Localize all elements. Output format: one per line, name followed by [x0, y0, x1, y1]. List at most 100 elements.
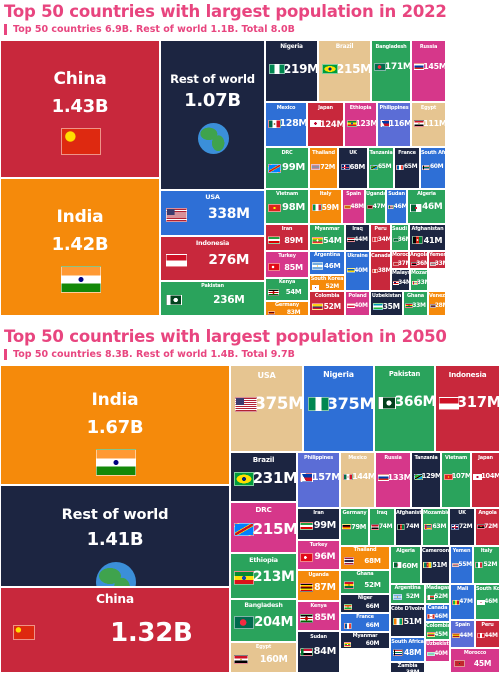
tile-name: Saudi Arabia — [392, 225, 408, 232]
tile-value: 338M — [207, 205, 250, 222]
tile-value: 54M — [285, 288, 302, 297]
tile-thailand: Thailand 72M — [309, 147, 338, 189]
tile-value: 63M — [432, 522, 447, 530]
tile-name: Yemen — [429, 252, 446, 259]
tile-value: 33M — [416, 279, 427, 286]
flag-russia-icon — [377, 473, 389, 481]
tile-name: China — [96, 592, 134, 607]
tile-uzbekistan: Uzbekistan 35M — [370, 291, 403, 316]
tile-name: Bangladesh — [375, 43, 407, 50]
tile-ghana: Ghana 33M — [403, 291, 428, 316]
tile-name: Colombia — [426, 623, 450, 630]
flag-mozambique-icon — [424, 524, 433, 530]
tile-spain: Spain 44M — [450, 620, 475, 648]
tile-value: 72M — [458, 522, 473, 530]
flag-niger-icon — [343, 604, 353, 610]
tile-value: 54M — [322, 235, 342, 245]
tile-value: 123M — [355, 118, 377, 128]
tile-tanzania: Tanzania 65M — [368, 147, 394, 189]
tile-name: Brazil — [252, 455, 275, 464]
tile-name: Mexico — [276, 104, 296, 111]
tile-france: France 65M — [394, 147, 420, 189]
tile-sudan: Sudan 84M — [297, 631, 340, 673]
tile-value: 366M — [394, 393, 435, 410]
tile-tanzania: Tanzania 129M — [411, 452, 441, 508]
panel-title-2022: Top 50 countries with largest population… — [4, 2, 447, 21]
flag-pakistan-icon — [166, 294, 182, 306]
tile-value: 1.32B — [110, 617, 193, 648]
flag-ukraine-icon — [347, 268, 355, 274]
tile-name: Cameroon — [422, 548, 449, 555]
tile-value: 89M — [284, 235, 303, 245]
tile-value: 52M — [483, 560, 498, 568]
tile-ukraine: Ukraine 40M — [345, 251, 370, 291]
tile-saudi-arabia: Saudi Arabia 36M — [391, 224, 409, 251]
flag-venezuela-icon — [430, 303, 436, 308]
tile-value: 47M — [459, 598, 473, 606]
flag-mexico-icon — [342, 473, 354, 481]
tile-value: 111M — [423, 118, 446, 128]
tile-name: Japan — [478, 455, 493, 462]
tile-brazil: Brazil 231M — [230, 452, 297, 502]
tile-name: Colombia — [314, 292, 340, 299]
flag-bangladesh-icon — [234, 615, 254, 629]
panel-subtitle-2022: Top 50 countries 6.9B. Rest of world 1.1… — [4, 24, 295, 35]
tile-value: 47M — [372, 203, 386, 211]
tile-ghana: Ghana 52M — [340, 570, 390, 594]
tile-name: South Africa — [391, 638, 424, 645]
tile-name: Pakistan — [201, 283, 224, 290]
tile-value: 99M — [282, 162, 306, 174]
tile-name: UK — [349, 149, 357, 156]
flag-indonesia-icon — [166, 253, 187, 268]
tile-name: Canada — [427, 605, 448, 612]
flag-indonesia-icon — [439, 396, 459, 410]
tile-iraq: Iraq 74M — [369, 508, 395, 546]
tile-value: 85M — [314, 612, 336, 623]
tile-value: 1.07B — [184, 90, 241, 112]
flag-mozambique-icon — [412, 281, 418, 285]
flag-malaysia-icon — [393, 281, 399, 285]
flag-southkorea-icon — [311, 284, 319, 290]
tile-philippines: Philippines 157M — [297, 452, 340, 508]
flag-usa-icon — [234, 397, 257, 412]
tile-france: France 66M — [340, 613, 390, 632]
flag-thailand-icon — [311, 164, 321, 171]
tile-name: Algeria — [396, 548, 415, 555]
tile-name: Mozambique — [411, 270, 427, 277]
tile-name: Thailand — [353, 547, 377, 554]
tile-name: Italy — [319, 191, 332, 198]
tile-afghanistan: Afghanistan 74M — [395, 508, 422, 546]
tile-name: India — [91, 390, 139, 411]
tile-name: Mozambique — [423, 510, 448, 517]
tile-name: Uganda — [366, 191, 386, 198]
tile-value: 37M — [397, 259, 408, 267]
tile-bangladesh: Bangladesh 171M — [371, 40, 411, 102]
tile-value: 38M — [405, 668, 420, 673]
tile-value: 66M — [365, 622, 380, 630]
flag-spain-icon — [344, 204, 352, 210]
tile-canada: Canada 46M — [425, 604, 450, 622]
tile-name: Spain — [455, 621, 470, 628]
treemap-2022: China 1.43B India 1.42B Rest of world 1.07B US… — [0, 40, 500, 316]
tile-pakistan: Pakistan 366M — [374, 365, 435, 452]
tile-iran: Iran 89M — [265, 224, 309, 251]
tile-usa: USA 338M — [160, 190, 265, 236]
tile-value: 34M — [377, 235, 391, 243]
tile-argentina: Argentina 46M — [309, 251, 345, 275]
flag-india-icon — [96, 449, 136, 476]
tile-name: Iran — [281, 225, 293, 232]
tile-value: 215M — [335, 61, 371, 76]
flag-france-icon — [343, 623, 353, 629]
tile-name: Egypt — [255, 643, 272, 650]
tile-rest-of-world: Rest of world 1.07B — [160, 40, 265, 190]
tile-ethiopia: Ethiopia 213M — [230, 553, 297, 599]
flag-uganda-icon — [300, 583, 314, 592]
tile-name: Ukraine — [347, 253, 368, 260]
tile-value: 124M — [319, 118, 344, 129]
tile-name: Morocco — [392, 252, 409, 259]
globe-icon — [197, 122, 230, 155]
tile-value: 65M — [403, 163, 418, 171]
tile-name: Turkey — [278, 252, 296, 259]
tile-egypt: Egypt 160M — [230, 642, 297, 673]
flag-iran-icon — [300, 521, 314, 531]
